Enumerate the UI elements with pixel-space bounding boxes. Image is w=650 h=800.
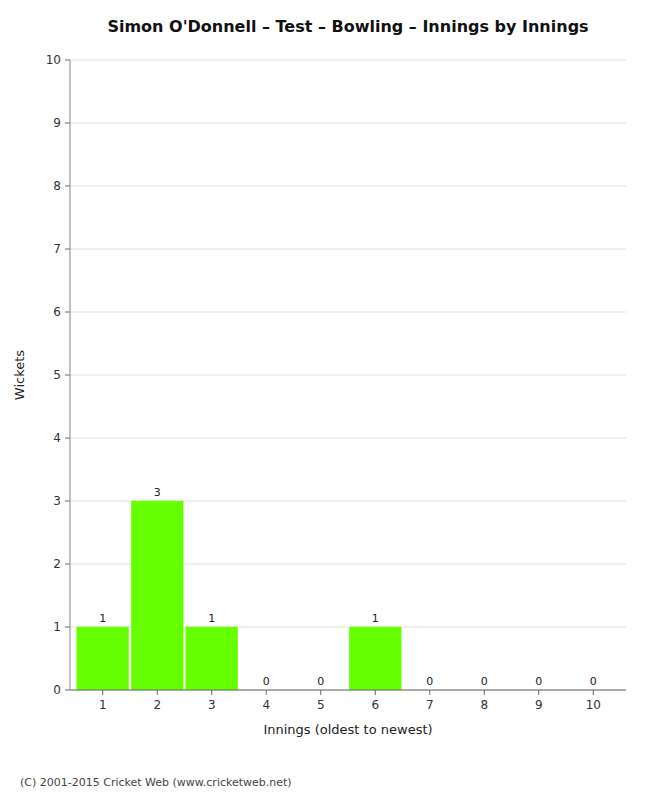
- x-tick: [593, 690, 594, 695]
- grid-line: [70, 690, 626, 691]
- y-tick-label: 1: [53, 620, 61, 634]
- x-tick-label: 9: [535, 698, 543, 712]
- grid-line: [70, 60, 626, 61]
- x-tick-label: 7: [426, 698, 434, 712]
- grid-line: [70, 123, 626, 124]
- x-axis-line: [70, 690, 626, 691]
- x-tick-label: 6: [371, 698, 379, 712]
- chart-svg: 012345678910131001000012345678910Innings…: [0, 0, 650, 800]
- x-axis-label: Innings (oldest to newest): [263, 722, 432, 737]
- y-tick-label: 9: [53, 116, 61, 130]
- data-label: 1: [372, 612, 379, 625]
- y-tick: [65, 564, 70, 565]
- x-tick: [266, 690, 267, 695]
- chart-container: 012345678910131001000012345678910Innings…: [0, 0, 650, 800]
- footer-note: (C) 2001-2015 Cricket Web (www.cricketwe…: [20, 776, 292, 789]
- data-label: 0: [535, 675, 542, 688]
- data-label: 0: [317, 675, 324, 688]
- data-label: 1: [99, 612, 106, 625]
- x-tick: [484, 690, 485, 695]
- x-tick-label: 3: [208, 698, 216, 712]
- bar: [77, 627, 129, 690]
- data-label: 1: [208, 612, 215, 625]
- bar: [131, 501, 183, 690]
- y-tick-label: 4: [53, 431, 61, 445]
- x-tick-label: 2: [153, 698, 161, 712]
- data-label: 3: [154, 486, 161, 499]
- y-tick: [65, 690, 70, 691]
- y-tick-label: 7: [53, 242, 61, 256]
- y-tick: [65, 627, 70, 628]
- data-label: 0: [590, 675, 597, 688]
- grid-line: [70, 375, 626, 376]
- x-tick-label: 10: [586, 698, 601, 712]
- grid: [70, 60, 626, 690]
- y-tick-label: 6: [53, 305, 61, 319]
- y-tick: [65, 375, 70, 376]
- bar: [186, 627, 238, 690]
- y-tick-label: 10: [46, 53, 61, 67]
- y-tick-label: 8: [53, 179, 61, 193]
- y-tick-label: 3: [53, 494, 61, 508]
- y-tick-label: 0: [53, 683, 61, 697]
- grid-line: [70, 249, 626, 250]
- y-tick-label: 5: [53, 368, 61, 382]
- x-tick: [320, 690, 321, 695]
- y-tick-label: 2: [53, 557, 61, 571]
- x-tick: [375, 690, 376, 695]
- grid-line: [70, 312, 626, 313]
- y-axis-label: Wickets: [12, 350, 27, 400]
- x-tick: [429, 690, 430, 695]
- y-tick: [65, 438, 70, 439]
- grid-line: [70, 186, 626, 187]
- x-tick: [538, 690, 539, 695]
- y-axis-line: [70, 60, 71, 690]
- x-tick-label: 1: [99, 698, 107, 712]
- y-tick: [65, 249, 70, 250]
- x-tick: [102, 690, 103, 695]
- x-tick: [211, 690, 212, 695]
- y-tick: [65, 501, 70, 502]
- x-tick-label: 8: [480, 698, 488, 712]
- x-tick: [157, 690, 158, 695]
- bars: [77, 501, 401, 690]
- chart-title: Simon O'Donnell – Test – Bowling – Innin…: [107, 17, 588, 36]
- data-label: 0: [263, 675, 270, 688]
- y-tick: [65, 123, 70, 124]
- bar: [349, 627, 401, 690]
- grid-line: [70, 438, 626, 439]
- y-tick: [65, 312, 70, 313]
- data-label: 0: [426, 675, 433, 688]
- x-tick-label: 4: [262, 698, 270, 712]
- data-label: 0: [481, 675, 488, 688]
- x-tick-label: 5: [317, 698, 325, 712]
- y-tick: [65, 60, 70, 61]
- y-tick: [65, 186, 70, 187]
